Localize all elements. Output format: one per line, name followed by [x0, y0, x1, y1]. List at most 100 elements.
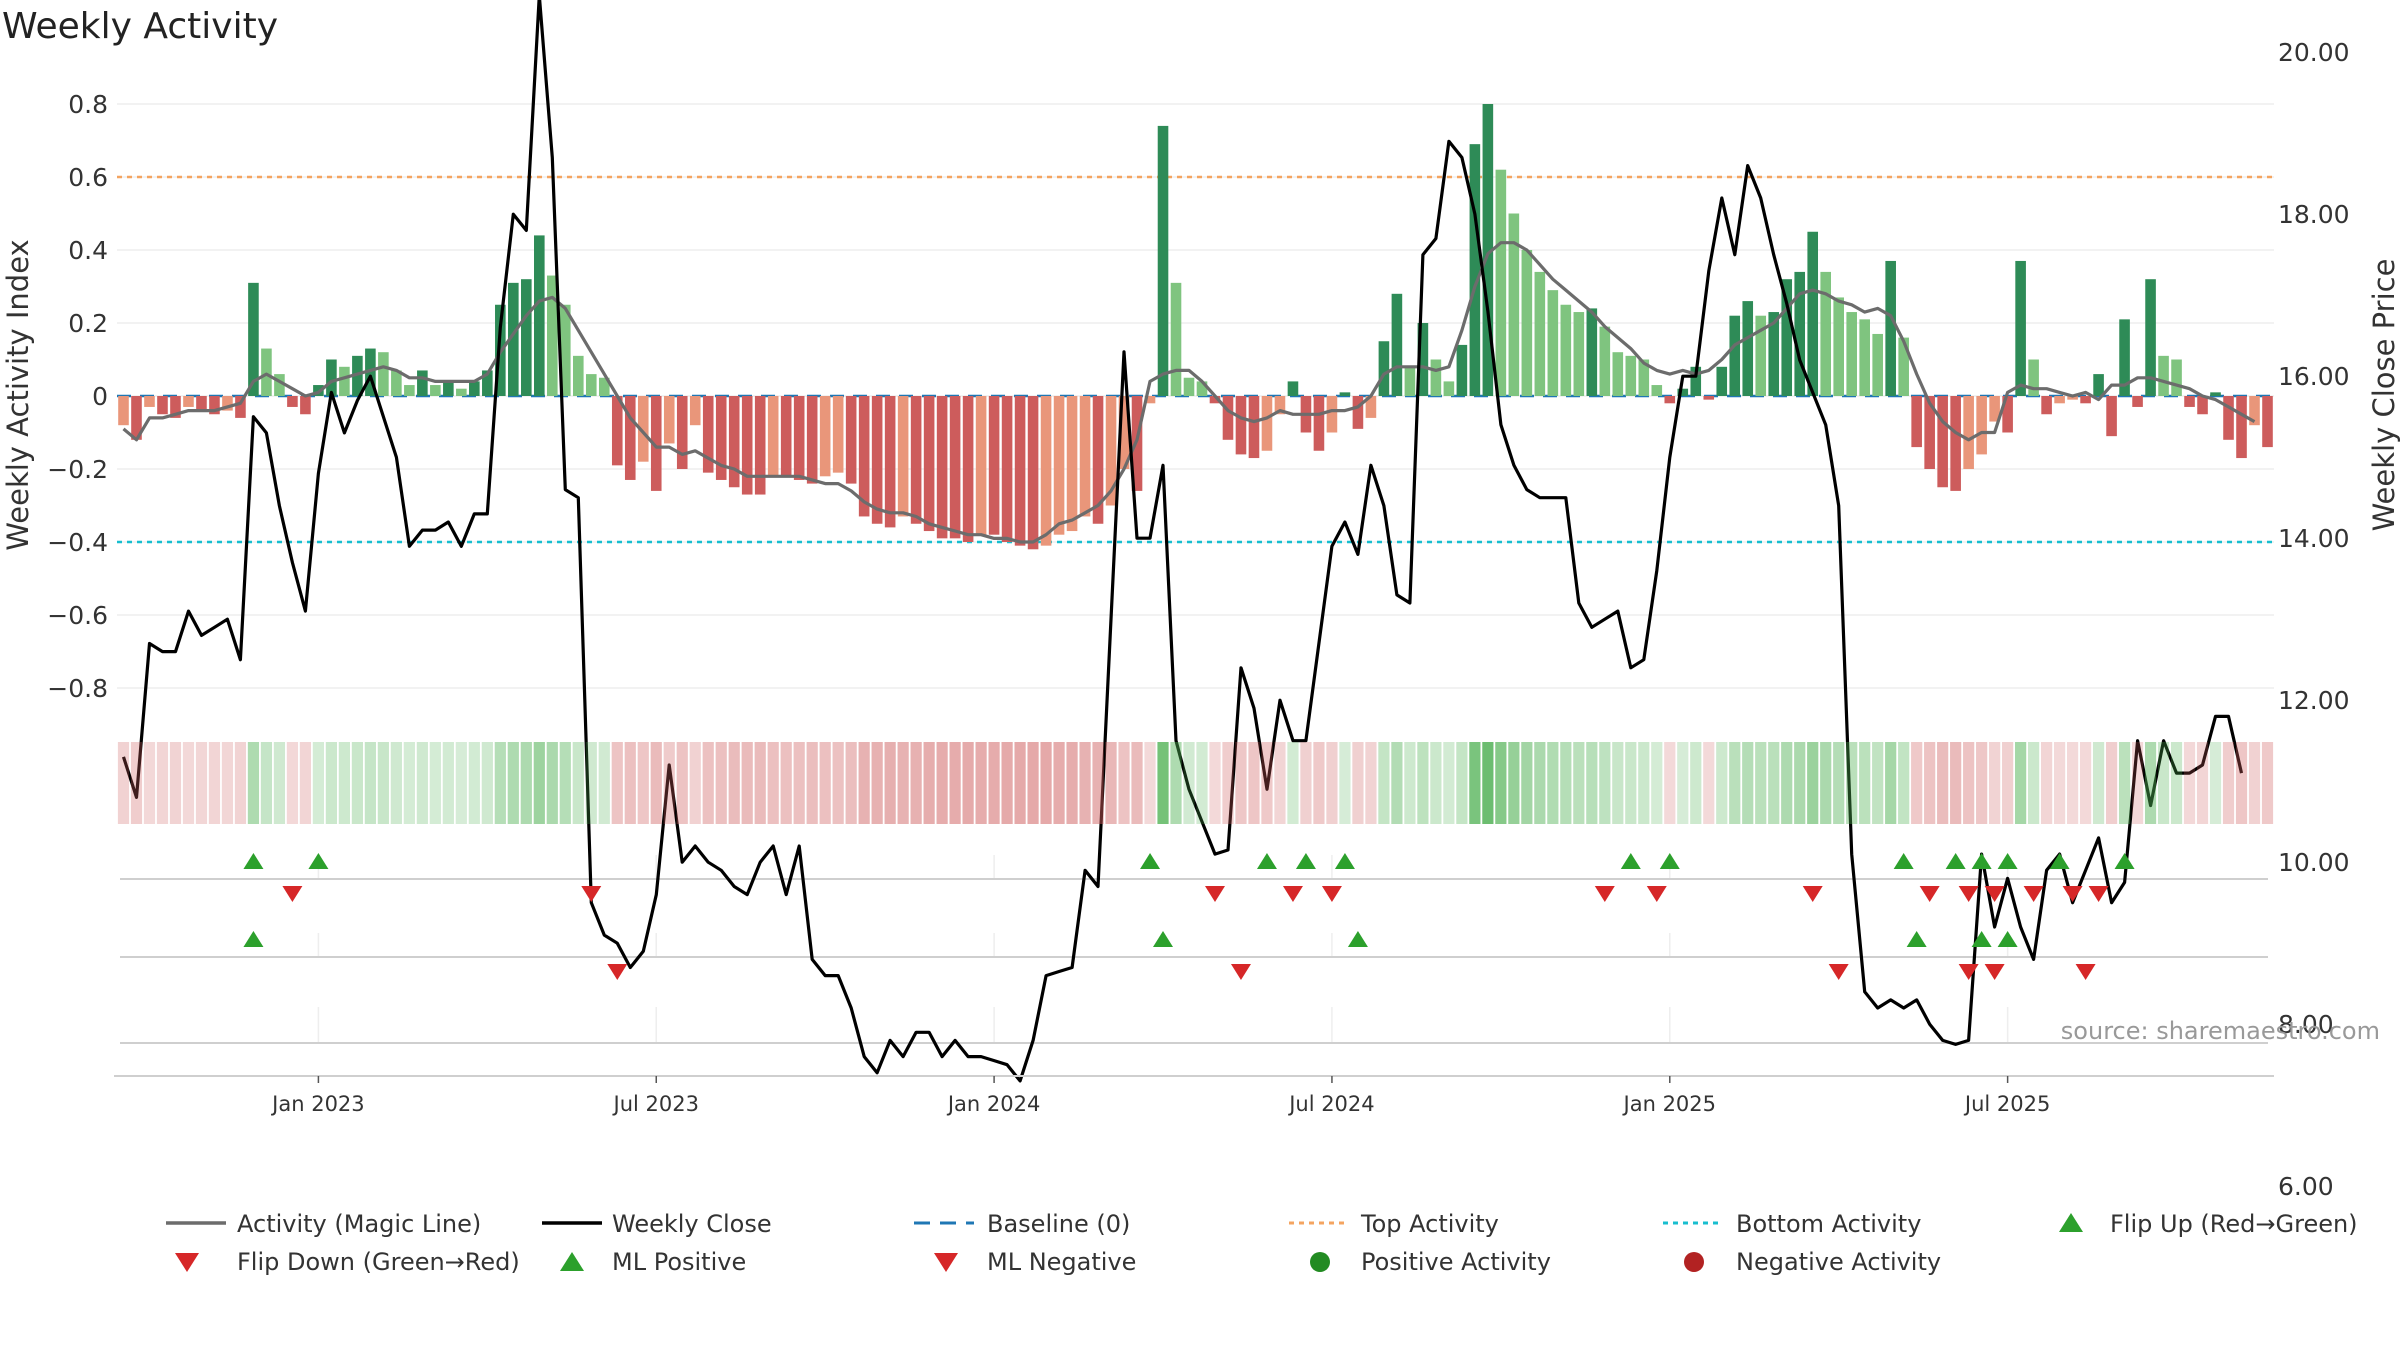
activity-bar [1534, 271, 1546, 396]
heat-strip-cell [1482, 742, 1494, 824]
heat-strip-cell [1326, 742, 1338, 824]
heat-strip-cell [520, 742, 532, 824]
flip-up-marker [1334, 853, 1355, 869]
activity-bar [482, 370, 493, 396]
activity-bar [2080, 396, 2091, 404]
legend-ml-negative-swatch [934, 1253, 958, 1272]
heat-strip-cell [949, 742, 961, 824]
heat-strip-cell [1365, 742, 1377, 824]
x-tick-label: Jan 2024 [946, 1092, 1041, 1116]
flip-up-marker [1295, 853, 1316, 869]
heat-strip-cell [624, 742, 636, 824]
activity-bar [936, 396, 948, 539]
activity-bar [1521, 250, 1533, 396]
heat-strip-cell [936, 742, 948, 824]
heat-strip-cell [1001, 742, 1013, 824]
activity-bar [728, 396, 740, 488]
heat-strip-cell [2092, 742, 2105, 824]
activity-bar [1014, 396, 1026, 546]
heat-strip-cell [1703, 742, 1715, 824]
y-tick-right: 10.00 [2278, 848, 2350, 877]
activity-bar [1898, 337, 1909, 396]
heat-strip-cell [1781, 742, 1793, 824]
heat-strip-cell [767, 742, 779, 824]
heat-strip-cell [2054, 742, 2066, 824]
heat-strip-cell [975, 742, 987, 824]
flip-down-marker [581, 886, 602, 902]
activity-bar [131, 396, 142, 440]
activity-bar [196, 396, 207, 411]
heat-strip-cell [1534, 742, 1546, 824]
activity-bar [1144, 396, 1156, 404]
activity-bar [352, 355, 363, 396]
activity-bar [1183, 377, 1195, 396]
heat-strip-cell [1391, 742, 1403, 824]
legend-baseline-label: Baseline (0) [987, 1210, 1130, 1238]
heat-strip-cell [156, 742, 169, 824]
heat-strip-cell [1547, 742, 1559, 824]
activity-bar [2197, 396, 2208, 415]
heat-strip-cell [494, 742, 506, 824]
heat-strip-cell [403, 742, 415, 824]
heat-strip-cell [390, 742, 402, 824]
activity-bar [1456, 344, 1468, 396]
heat-strip-cell [1742, 742, 1754, 824]
activity-bar [1339, 392, 1351, 396]
activity-bar [222, 396, 233, 411]
heat-strip-cell [1131, 742, 1143, 824]
activity-bar [1573, 312, 1585, 396]
activity-bar [391, 370, 402, 396]
heat-strip-cell [1430, 742, 1442, 824]
flip-down-marker [2023, 886, 2044, 902]
flip-down-marker [2088, 886, 2109, 902]
activity-bar [1729, 315, 1741, 396]
activity-bar [456, 388, 467, 396]
series-lines [121, 0, 2256, 1083]
legend-positive-activity-swatch [1310, 1252, 1330, 1272]
activity-bar [1235, 396, 1247, 455]
activity-bar [1651, 385, 1663, 396]
activity-bar [339, 366, 350, 396]
activity-bar [534, 235, 545, 396]
heat-strip-cell [2015, 742, 2027, 824]
activity-bar [1586, 308, 1598, 396]
heat-strip-cell [221, 742, 234, 824]
flip-up-marker [1945, 853, 1966, 869]
activity-bar [1716, 366, 1728, 396]
heat-strip-cell [1885, 742, 1897, 824]
activity-bar [1781, 279, 1793, 396]
heat-strip-cell [1248, 742, 1260, 824]
activity-bar [559, 304, 571, 396]
heat-strip-cell [1599, 742, 1611, 824]
heat-strip-cell [2183, 742, 2196, 824]
activity-bar [1027, 396, 1039, 550]
heat-strip-cell [1456, 742, 1468, 824]
activity-bar [702, 396, 714, 473]
legend-negative-activity-label: Negative Activity [1736, 1248, 1941, 1276]
activity-bar [598, 377, 610, 396]
activity-bar [1092, 396, 1104, 524]
heat-strip-cell [1261, 742, 1273, 824]
heat-strip-cell [130, 742, 143, 824]
activity-bar [144, 396, 155, 407]
heat-strip-cell [2144, 742, 2157, 824]
flip-down-marker [1984, 886, 2005, 902]
heat-strip-cell [962, 742, 974, 824]
heat-strip-cell [507, 742, 519, 824]
heat-strip-cell [2066, 742, 2079, 824]
heat-strip-cell [1105, 742, 1117, 824]
activity-bar [1950, 396, 1961, 491]
flip-up-marker [308, 853, 329, 869]
heat-strip-cell [533, 742, 545, 824]
heat-strip-cell [117, 742, 130, 824]
heat-strip-cell [2235, 742, 2248, 824]
heat-strip-cell [1859, 742, 1871, 824]
heat-strip-cell [1872, 742, 1884, 824]
heat-strip-cell [2248, 742, 2261, 824]
activity-bar [1989, 396, 2000, 422]
heat-strip-cell [2170, 742, 2183, 824]
heat-strip-cell [338, 742, 350, 824]
heat-strip-cell [1417, 742, 1429, 824]
activity-bar [404, 385, 415, 396]
heat-strip-cell [2079, 742, 2092, 824]
